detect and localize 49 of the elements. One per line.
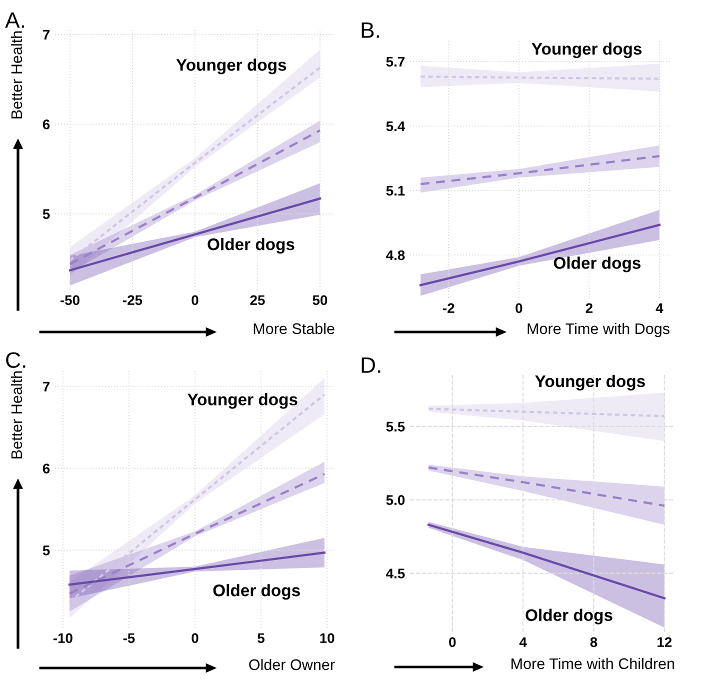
x-tick-label: 5 <box>258 633 265 644</box>
y-tick-label: 4.5 <box>386 568 405 578</box>
y-tick-label: 6 <box>42 119 50 130</box>
x-tick-label: 10 <box>320 633 334 644</box>
y-tick-label: 5.0 <box>386 495 405 505</box>
chart-title: A. <box>5 12 24 28</box>
y-tick-label: 4.8 <box>386 250 405 260</box>
x-tick-label: 0 <box>192 633 198 644</box>
annotation: Younger dogs <box>187 393 298 409</box>
x-tick-label: 12 <box>658 637 672 647</box>
x-tick-label: 2 <box>586 303 592 313</box>
x-tick-label: 0 <box>516 303 522 314</box>
y-tick-label: 5.4 <box>386 121 406 132</box>
y-tick-label: 5.1 <box>386 186 405 196</box>
y-axis-title: Better Health <box>10 31 22 118</box>
x-axis-title: More Stable <box>254 322 334 334</box>
x-tick-label: 0 <box>449 637 456 648</box>
y-tick-label: 5.5 <box>386 422 405 432</box>
x-tick-label: 0 <box>192 295 198 306</box>
annotation: Older dogs <box>208 238 294 254</box>
y-tick-label: 5 <box>42 546 50 556</box>
x-tick-label: -10 <box>53 633 72 644</box>
x-tick-label: 50 <box>312 295 328 306</box>
y-tick-label: 5 <box>42 209 50 219</box>
y-tick-label: 7 <box>43 30 50 40</box>
y-tick-label: 7 <box>43 382 50 392</box>
x-tick-label: -2 <box>443 303 454 313</box>
x-axis-title: More Time with Children <box>512 658 674 670</box>
annotation: Older dogs <box>554 256 641 272</box>
annotation: Older dogs <box>526 608 612 624</box>
chart-title: B. <box>362 22 379 38</box>
annotation: Younger dogs <box>535 374 645 391</box>
x-tick-label: 25 <box>250 295 265 306</box>
x-tick-label: 4 <box>656 303 664 313</box>
annotation: Younger dogs <box>532 42 642 58</box>
x-tick-label: -50 <box>60 295 80 306</box>
x-axis-title: More Time with Dogs <box>528 322 670 338</box>
chart-title: D. <box>362 357 380 373</box>
x-tick-label: 4 <box>519 637 527 647</box>
y-tick-label: 5.7 <box>386 56 405 67</box>
x-tick-label: -5 <box>123 633 135 644</box>
y-axis-title: Better Health <box>10 371 22 458</box>
x-tick-label: 8 <box>590 637 598 648</box>
y-tick-label: 6 <box>42 464 50 474</box>
x-axis-title: Older Owner <box>249 658 335 670</box>
x-tick-label: -25 <box>123 295 142 306</box>
chart-title: C. <box>6 352 26 368</box>
annotation: Older dogs <box>213 584 300 600</box>
annotation: Younger dogs <box>176 58 286 74</box>
